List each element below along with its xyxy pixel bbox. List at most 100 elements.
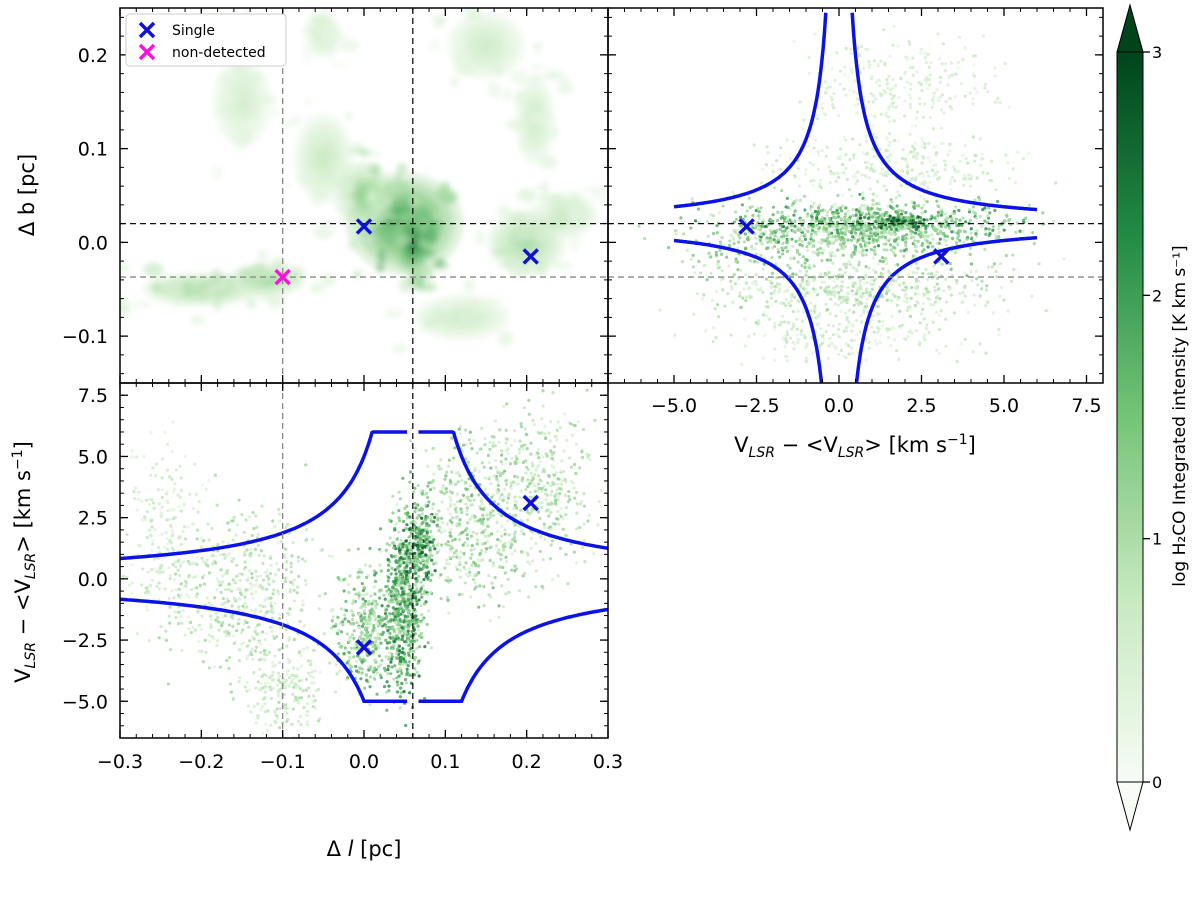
bv-point bbox=[882, 218, 886, 223]
lv-point bbox=[401, 542, 405, 546]
bv-point bbox=[821, 335, 825, 339]
bv-point bbox=[852, 220, 856, 224]
bv-point bbox=[857, 250, 861, 254]
emission-clump bbox=[343, 179, 355, 195]
bv-point bbox=[863, 198, 867, 202]
emission-clump bbox=[535, 110, 556, 126]
bv-point bbox=[931, 101, 936, 106]
bv-point bbox=[803, 261, 807, 265]
emission-clump bbox=[322, 27, 342, 32]
bv-point bbox=[815, 293, 820, 297]
emission-clump bbox=[334, 34, 349, 40]
bv-point bbox=[914, 221, 918, 225]
bv-point bbox=[930, 214, 934, 218]
bv-point bbox=[855, 240, 859, 244]
bv-point bbox=[909, 212, 913, 216]
bv-point bbox=[900, 323, 904, 327]
lv-point bbox=[242, 622, 246, 626]
lv-point bbox=[400, 656, 404, 661]
bv-point bbox=[767, 317, 772, 321]
bv-point bbox=[847, 352, 851, 356]
bv-point bbox=[816, 210, 820, 214]
bv-point bbox=[941, 42, 946, 46]
lv-point bbox=[465, 533, 469, 537]
lv-point bbox=[446, 543, 451, 547]
bv-point bbox=[872, 268, 876, 273]
lv-point bbox=[387, 592, 391, 596]
bv-point bbox=[790, 203, 794, 207]
lv-point bbox=[415, 670, 419, 674]
bv-point bbox=[785, 332, 789, 337]
lv-point bbox=[404, 642, 408, 647]
bv-point bbox=[710, 299, 714, 303]
lv-point bbox=[467, 567, 471, 571]
lv-point bbox=[374, 640, 378, 644]
bv-point bbox=[911, 150, 916, 154]
bv-point bbox=[742, 287, 746, 291]
lv-point bbox=[416, 628, 421, 632]
bv-point bbox=[993, 66, 997, 70]
bv-point bbox=[849, 47, 853, 51]
bv-point bbox=[705, 278, 709, 282]
bv-point bbox=[906, 168, 910, 172]
lv-point bbox=[380, 624, 385, 628]
bv-point bbox=[830, 290, 834, 294]
lv-point bbox=[414, 576, 418, 581]
lv-point bbox=[404, 539, 409, 543]
bv-point bbox=[870, 77, 874, 81]
lv-point bbox=[403, 506, 407, 511]
bv-point bbox=[793, 342, 797, 346]
bv-point bbox=[711, 232, 716, 236]
emission-clump bbox=[504, 258, 513, 268]
bv-point bbox=[950, 216, 954, 221]
lv-point bbox=[216, 639, 220, 643]
bv-point bbox=[913, 231, 918, 235]
bv-point bbox=[856, 170, 860, 174]
bv-point bbox=[744, 273, 748, 277]
lv-point bbox=[463, 428, 468, 432]
bv-point bbox=[870, 215, 875, 219]
lv-point bbox=[394, 572, 398, 576]
bv-point bbox=[904, 285, 908, 289]
emission-clump bbox=[206, 283, 228, 292]
bv-point bbox=[939, 309, 943, 313]
lv-point bbox=[412, 618, 416, 623]
legend-label-single: Single bbox=[172, 23, 215, 39]
bv-point bbox=[834, 179, 838, 183]
bv-point bbox=[963, 271, 967, 275]
bv-point bbox=[733, 282, 737, 286]
bv-point bbox=[842, 354, 846, 359]
lv-point bbox=[425, 534, 429, 538]
lv-point bbox=[491, 586, 495, 590]
bv-point bbox=[794, 239, 798, 243]
lv-point bbox=[347, 651, 351, 655]
bv-point bbox=[875, 194, 879, 198]
emission-clump bbox=[512, 70, 530, 86]
lv-point bbox=[234, 599, 238, 603]
bv-point bbox=[812, 264, 816, 268]
lv-point bbox=[386, 668, 390, 672]
bv-point bbox=[876, 238, 880, 242]
bv-point bbox=[935, 228, 939, 232]
bv-point bbox=[718, 248, 722, 252]
lv-point bbox=[431, 502, 436, 506]
bv-point bbox=[860, 173, 864, 177]
lv-point bbox=[398, 602, 402, 606]
bv-point bbox=[871, 198, 875, 202]
bv-point bbox=[885, 298, 890, 302]
lv-point bbox=[475, 451, 479, 455]
bv-point bbox=[1018, 229, 1022, 233]
bv-point bbox=[958, 218, 962, 222]
lv-point bbox=[426, 515, 430, 519]
bv-point bbox=[968, 246, 973, 251]
lv-point bbox=[373, 601, 377, 606]
lv-point bbox=[405, 592, 410, 596]
bv-point bbox=[834, 284, 838, 288]
lv-point bbox=[489, 481, 493, 486]
bv-point bbox=[864, 139, 869, 143]
lv-point bbox=[486, 517, 490, 521]
lv-point bbox=[415, 580, 419, 584]
bv-point bbox=[813, 226, 817, 230]
bv-point bbox=[838, 82, 842, 87]
lv-point bbox=[254, 686, 258, 690]
